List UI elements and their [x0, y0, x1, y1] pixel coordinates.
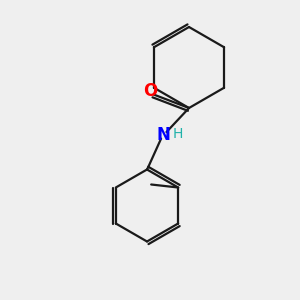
Text: H: H — [173, 128, 183, 141]
Text: N: N — [157, 126, 170, 144]
Text: O: O — [143, 82, 157, 100]
